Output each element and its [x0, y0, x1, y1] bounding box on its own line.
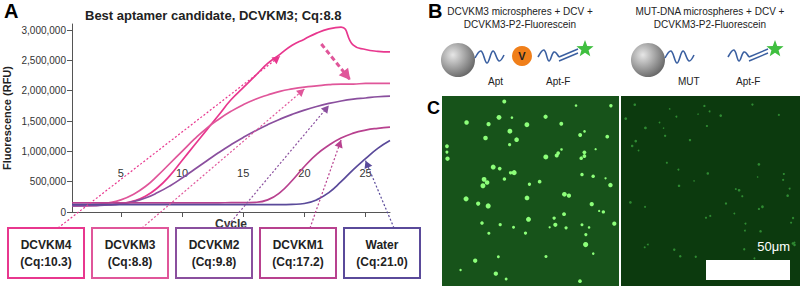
- svg-text:1,500,000: 1,500,000: [22, 116, 67, 127]
- svg-text:50μm: 50μm: [757, 239, 790, 254]
- svg-text:5: 5: [118, 167, 124, 179]
- svg-text:B: B: [428, 0, 442, 22]
- svg-text:C: C: [427, 98, 440, 118]
- svg-text:Fluorescence (RFU): Fluorescence (RFU): [1, 66, 13, 170]
- svg-text:2,000,000: 2,000,000: [22, 85, 67, 96]
- svg-text:(Cq:9.8): (Cq:9.8): [192, 255, 237, 269]
- svg-text:25: 25: [359, 166, 372, 179]
- svg-text:10: 10: [176, 167, 188, 179]
- svg-text:DCVKM3-P2-Fluorescein: DCVKM3-P2-Fluorescein: [654, 19, 766, 30]
- svg-text:MUT-DNA microspheres + DCV +: MUT-DNA microspheres + DCV +: [636, 6, 785, 17]
- svg-text:V: V: [518, 50, 526, 62]
- svg-text:DCVKM3: DCVKM3: [105, 238, 156, 252]
- svg-text:(Cq:21.0): (Cq:21.0): [356, 255, 407, 269]
- svg-text:DCVKM1: DCVKM1: [273, 238, 324, 252]
- svg-text:500,000: 500,000: [30, 176, 67, 187]
- svg-text:A: A: [4, 0, 18, 22]
- svg-text:DCVKM4: DCVKM4: [21, 238, 72, 252]
- svg-text:(Cq:10.3): (Cq:10.3): [20, 255, 71, 269]
- svg-text:15: 15: [237, 167, 249, 179]
- svg-text:20: 20: [298, 166, 311, 179]
- svg-text:Apt: Apt: [488, 76, 503, 87]
- svg-text:DCVKM3-P2-Fluorescein: DCVKM3-P2-Fluorescein: [464, 19, 576, 30]
- svg-text:(Cq:17.2): (Cq:17.2): [272, 255, 323, 269]
- svg-text:Cycle: Cycle: [215, 216, 247, 231]
- svg-text:Apt-F: Apt-F: [736, 76, 760, 87]
- svg-text:Water: Water: [366, 238, 399, 252]
- svg-text:Best aptamer candidate, DCVKM3: Best aptamer candidate, DCVKM3; Cq:8.8: [85, 8, 341, 23]
- svg-text:1,000,000: 1,000,000: [22, 146, 67, 157]
- svg-text:3,000,000: 3,000,000: [22, 25, 67, 36]
- svg-text:DCVKM2: DCVKM2: [189, 238, 240, 252]
- svg-text:0: 0: [60, 207, 66, 218]
- svg-text:DCVKM3 microspheres + DCV +: DCVKM3 microspheres + DCV +: [447, 6, 593, 17]
- svg-text:Apt-F: Apt-F: [546, 76, 570, 87]
- svg-text:2,500,000: 2,500,000: [22, 55, 67, 66]
- svg-text:MUT: MUT: [678, 76, 700, 87]
- svg-text:(Cq:8.8): (Cq:8.8): [108, 255, 153, 269]
